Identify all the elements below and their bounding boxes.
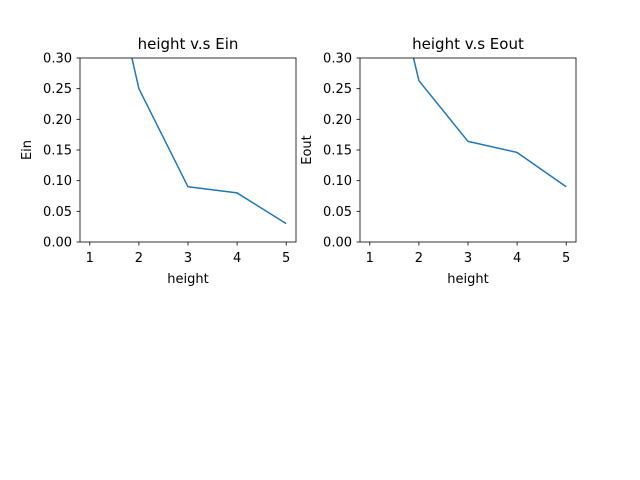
y-tick-label: 0.30 [43,52,72,67]
y-tick-label: 0.00 [323,236,352,251]
x-axis-label: height [167,272,208,287]
x-tick-label: 3 [184,251,192,266]
x-axis-label: height [447,272,488,287]
y-tick-label: 0.05 [43,205,72,220]
x-tick-label: 3 [464,251,472,266]
y-axis-label: Eout [300,135,315,165]
y-tick-label: 0.15 [43,144,72,159]
y-tick-label: 0.00 [43,236,72,251]
x-tick-label: 1 [86,251,94,266]
x-tick-label: 4 [233,251,241,266]
y-tick-label: 0.10 [323,174,352,189]
x-tick-label: 2 [415,251,423,266]
series-line [412,58,567,188]
x-tick-label: 5 [282,251,290,266]
x-tick-label: 4 [513,251,521,266]
x-tick-label: 2 [135,251,143,266]
y-tick-label: 0.20 [43,113,72,128]
series-line [131,58,287,225]
chart-title: height v.s Ein [138,35,239,53]
y-tick-label: 0.10 [43,174,72,189]
y-tick-label: 0.20 [323,113,352,128]
y-axis-label: Ein [20,140,35,160]
y-tick-label: 0.30 [323,52,352,67]
y-tick-label: 0.15 [323,144,352,159]
subplot-ein: height v.s Ein height Ein 1 2 3 4 5 0.00 0.05 0… [20,35,297,287]
y-tick-label: 0.25 [43,82,72,97]
y-tick-label: 0.25 [323,82,352,97]
y-tick-label: 0.05 [323,205,352,220]
chart-title: height v.s Eout [412,35,524,53]
subplot-eout: height v.s Eout height Eout 1 2 3 4 5 0.00 0.0… [300,35,577,287]
x-tick-label: 1 [366,251,374,266]
x-tick-label: 5 [562,251,570,266]
